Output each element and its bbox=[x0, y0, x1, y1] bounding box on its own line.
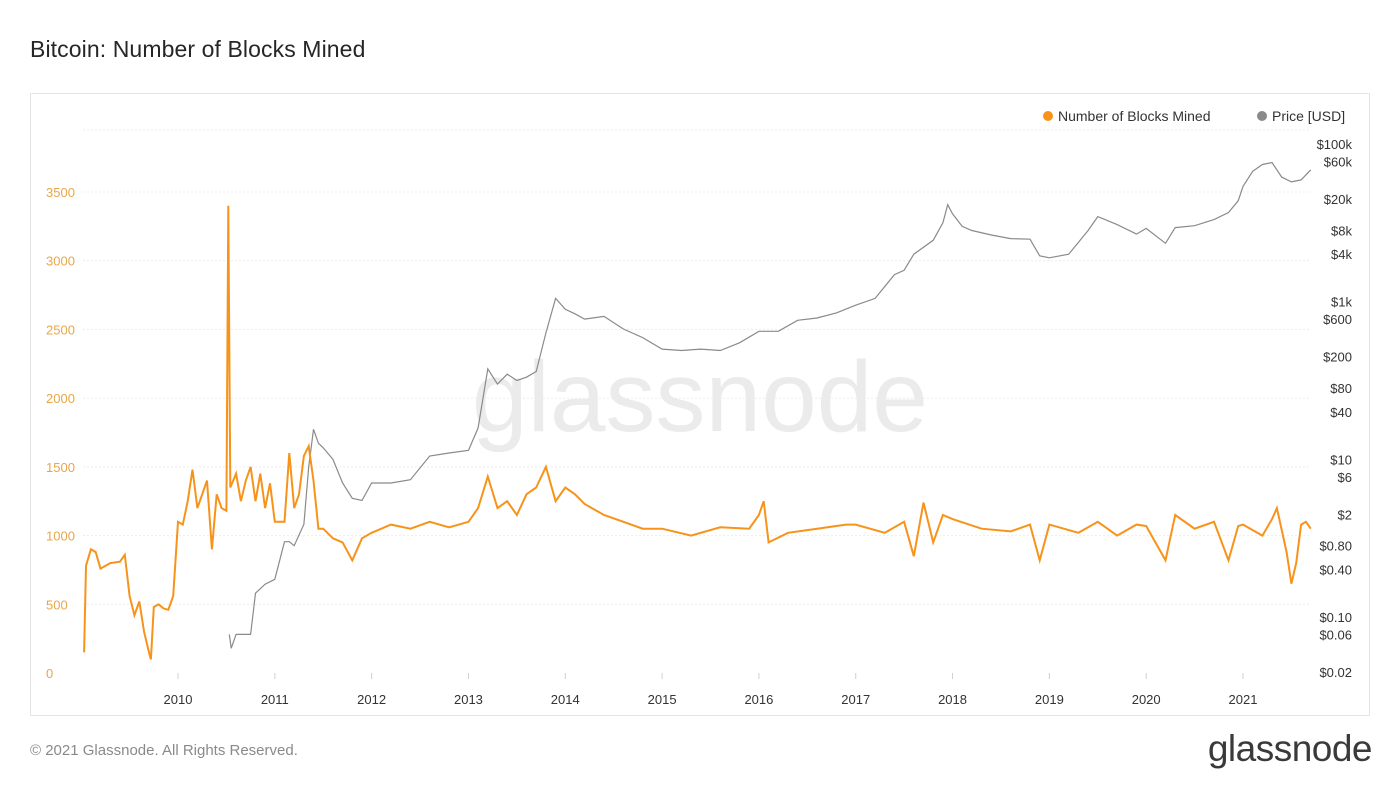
left-tick-label: 2000 bbox=[46, 391, 75, 406]
legend-price-label: Price [USD] bbox=[1272, 108, 1345, 124]
left-tick-label: 1500 bbox=[46, 460, 75, 475]
x-tick-label: 2019 bbox=[1035, 692, 1064, 707]
x-tick-label: 2012 bbox=[357, 692, 386, 707]
blocks-series-line bbox=[83, 205, 1312, 660]
left-axis: 0 500 1000 1500 2000 2500 3000 3500 bbox=[46, 185, 75, 681]
right-tick-label: $0.40 bbox=[1319, 562, 1352, 577]
right-tick-label: $2 bbox=[1338, 507, 1352, 522]
right-tick-label: $1k bbox=[1331, 295, 1352, 310]
x-tick-label: 2021 bbox=[1229, 692, 1258, 707]
legend: Number of Blocks Mined Price [USD] bbox=[1043, 108, 1345, 124]
legend-blocks-swatch bbox=[1043, 111, 1053, 121]
right-tick-label: $60k bbox=[1324, 154, 1353, 169]
right-tick-label: $0.80 bbox=[1319, 539, 1352, 554]
right-tick-label: $4k bbox=[1331, 247, 1352, 262]
right-tick-label: $20k bbox=[1324, 192, 1353, 207]
copyright: © 2021 Glassnode. All Rights Reserved. bbox=[30, 742, 298, 759]
right-tick-label: $40 bbox=[1330, 405, 1352, 420]
left-tick-label: 500 bbox=[46, 597, 68, 612]
page-title: Bitcoin: Number of Blocks Mined bbox=[30, 36, 366, 62]
right-tick-label: $80 bbox=[1330, 381, 1352, 396]
right-tick-label: $0.02 bbox=[1319, 665, 1352, 680]
left-tick-label: 0 bbox=[46, 666, 53, 681]
watermark: glassnode bbox=[472, 341, 928, 453]
price-series-line bbox=[228, 161, 1312, 649]
legend-blocks-label: Number of Blocks Mined bbox=[1058, 108, 1211, 124]
x-tick-label: 2017 bbox=[841, 692, 870, 707]
x-tick-label: 2018 bbox=[938, 692, 967, 707]
x-tick-label: 2016 bbox=[744, 692, 773, 707]
left-tick-label: 2500 bbox=[46, 322, 75, 337]
left-tick-label: 3000 bbox=[46, 254, 75, 269]
x-tick-label: 2015 bbox=[648, 692, 677, 707]
right-tick-label: $6 bbox=[1338, 470, 1352, 485]
right-tick-label: $200 bbox=[1323, 350, 1352, 365]
right-tick-label: $0.06 bbox=[1319, 627, 1352, 642]
chart-frame bbox=[30, 93, 1370, 716]
left-tick-label: 1000 bbox=[46, 529, 75, 544]
glassnode-logo[interactable]: glassnode bbox=[1207, 728, 1373, 769]
right-tick-label: $10 bbox=[1330, 452, 1352, 467]
left-tick-label: 3500 bbox=[46, 185, 75, 200]
x-tick-label: 2014 bbox=[551, 692, 580, 707]
right-tick-label: $0.10 bbox=[1319, 610, 1352, 625]
right-tick-label: $600 bbox=[1323, 312, 1352, 327]
right-tick-label: $8k bbox=[1331, 223, 1352, 238]
x-axis: 2010 2011 2012 2013 2014 2015 2016 2017 2018 2019… bbox=[164, 673, 1258, 707]
x-tick-label: 2010 bbox=[164, 692, 193, 707]
x-tick-label: 2020 bbox=[1132, 692, 1161, 707]
x-tick-label: 2011 bbox=[261, 692, 289, 707]
legend-price-swatch bbox=[1257, 111, 1267, 121]
x-tick-label: 2013 bbox=[454, 692, 483, 707]
right-axis: $100k $60k $20k $8k $4k $1k $600 $200 $80 $40 $10 $… bbox=[1317, 137, 1353, 680]
right-tick-label: $100k bbox=[1317, 137, 1353, 152]
